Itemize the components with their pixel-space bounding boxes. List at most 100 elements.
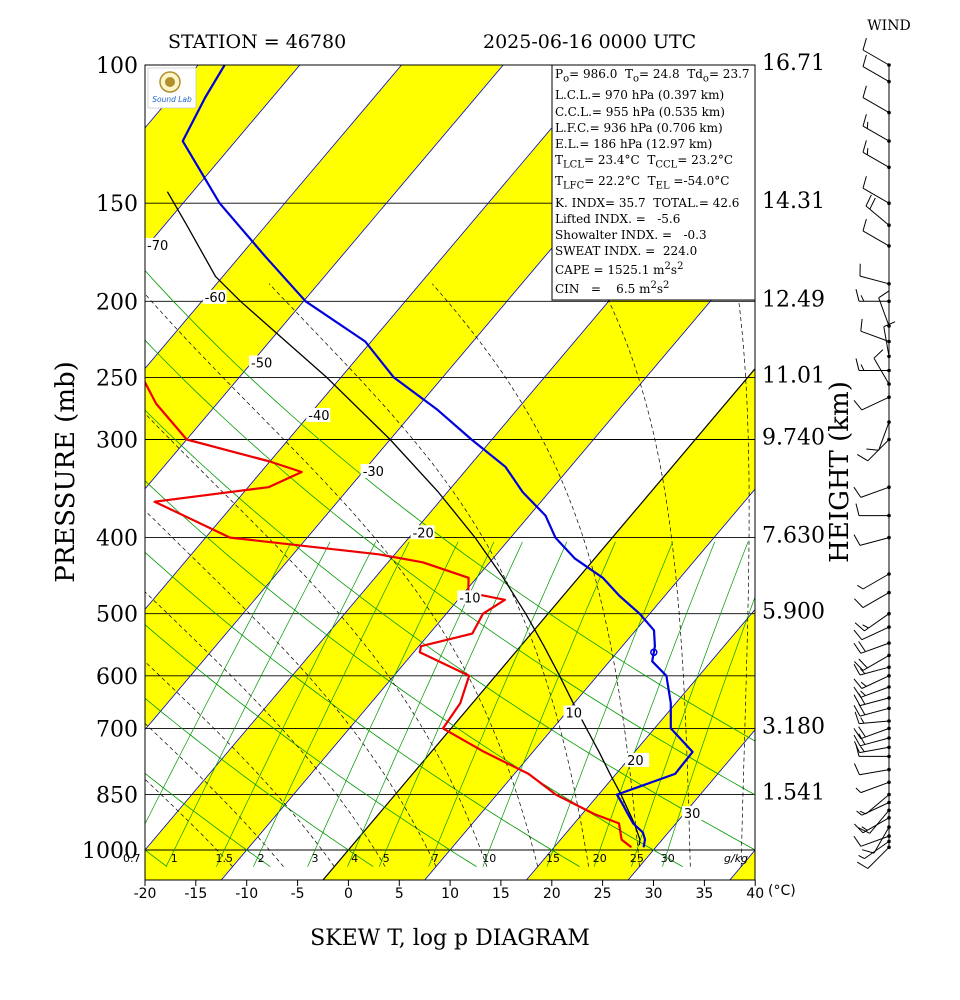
y-axis-label: PRESSURE (mb)	[51, 361, 81, 583]
index-showalter: Showalter INDX. = -0.3	[555, 228, 707, 243]
moist-adiabat	[736, 283, 750, 867]
wind-barb-feather	[853, 629, 863, 641]
mixing-ratio-label: 1.5	[216, 852, 234, 865]
isotherm-label-bg	[563, 705, 588, 720]
dry-adiabat	[145, 551, 580, 867]
mixing-ratio-line	[216, 541, 377, 867]
dry-adiabat	[145, 697, 374, 867]
wind-barb	[855, 744, 891, 759]
wind-barb-shaft	[867, 846, 890, 869]
wind-barb-feather	[853, 399, 863, 411]
wind-barb-shaft	[860, 781, 890, 794]
wind-barb-feather	[866, 121, 869, 129]
wind-barb-feather	[855, 289, 860, 302]
wind-barb-feather	[853, 663, 861, 676]
wind-barb-feather	[853, 728, 862, 739]
isotherm-label: -30	[363, 465, 384, 480]
wind-barb	[855, 503, 891, 518]
wind-barb-feather	[860, 318, 863, 332]
x-tick-label: 30	[645, 886, 663, 902]
isotherm-line	[145, 65, 504, 490]
isotherm-labels: -90 -80 -70 -60 -50 -40 -30 -20 -10 10 20 30	[101, 173, 706, 822]
wind-barb-feather	[873, 349, 884, 359]
wind-barb	[853, 703, 891, 717]
isotherm-label: -80	[101, 173, 122, 188]
wind-barb	[853, 534, 891, 546]
index-qpf: QPF= 57.6 mm	[555, 297, 758, 300]
index-lfc: L.F.C.= 936 hPa (0.706 km)	[555, 120, 723, 135]
moist-adiabat	[145, 510, 437, 867]
wind-barb-shaft	[873, 357, 890, 385]
x-tick-label: 5	[395, 886, 404, 902]
dry-adiabat	[145, 624, 477, 867]
mixing-ratio-label: 30	[661, 852, 675, 865]
moist-adiabat	[145, 591, 386, 867]
wind-barb-feather	[862, 140, 867, 153]
wind-barb-feather	[861, 849, 875, 854]
wind-barb	[853, 674, 891, 689]
wind-barb	[853, 485, 891, 498]
temperature-line	[181, 65, 694, 848]
isotherm-line	[322, 367, 755, 880]
wind-barb-feather	[855, 503, 860, 516]
wind-barb	[853, 641, 891, 654]
mixing-ratio-label: 3	[312, 852, 319, 865]
wind-barb	[862, 37, 891, 67]
x-tick-label: -10	[235, 886, 258, 902]
index-kindx: K. INDX= 35.7 TOTAL.= 42.6	[555, 195, 740, 210]
dry-adiabat	[145, 849, 168, 867]
wind-barb	[853, 726, 891, 740]
wind-barb-shaft	[862, 592, 890, 609]
mixing-ratio-line	[482, 541, 616, 867]
wind-barb	[862, 114, 891, 143]
wind-barb-feather	[856, 810, 863, 816]
moist-adiabat	[145, 413, 488, 867]
isotherm-band	[931, 48, 960, 883]
wind-barb-shaft	[869, 809, 890, 834]
isotherm-line	[424, 488, 755, 880]
wind-barb-feather	[853, 678, 863, 689]
wind-barb-feather	[853, 534, 861, 546]
mixing-ratio-label: 10	[482, 852, 496, 865]
wind-barb-shaft	[878, 297, 890, 327]
logo-text: Sound Lab	[152, 95, 192, 104]
isotherm-label-bg	[457, 590, 482, 605]
index-ccl: C.C.L.= 955 hPa (0.535 km)	[555, 104, 725, 119]
dewpoint-line	[145, 380, 633, 849]
wind-barb-shaft	[862, 654, 890, 671]
wind-barb-feather	[858, 641, 866, 652]
wind-barb-feather	[853, 694, 861, 706]
mixing-ratio-label: 4	[351, 852, 358, 865]
wind-barb-shaft	[859, 537, 890, 546]
wind-barb-shaft	[860, 330, 890, 342]
wind-barb-feather	[854, 661, 864, 671]
wind-barb-shaft	[859, 707, 890, 717]
pressure-label: 400	[96, 527, 138, 552]
pressure-label: 150	[96, 192, 138, 217]
isotherm-label: -10	[459, 591, 480, 606]
wind-barb-feather	[854, 622, 865, 632]
wind-barb-feather	[856, 861, 869, 869]
moist-adiabat	[145, 661, 335, 867]
isotherm-line	[627, 729, 755, 880]
wind-barb-feather	[860, 364, 865, 371]
wind-barb-shaft	[859, 746, 890, 754]
wind-barb	[861, 825, 891, 854]
isotherm-label-bg	[202, 289, 227, 304]
height-label: 5.900	[762, 600, 825, 625]
wind-barb	[855, 358, 891, 373]
index-cin: CIN = 6.5 m2s2	[555, 280, 670, 297]
mixing-ratio-labels: 0.7 1 1.5 2 3 4 5 7 10 15 20 25 30 g/kg	[123, 852, 748, 865]
wind-barb-feather	[854, 598, 864, 608]
wind-barb-shaft	[883, 326, 890, 357]
height-label: 11.01	[762, 363, 825, 388]
wind-barb-feather	[862, 114, 867, 127]
x-tick-label: 15	[492, 886, 510, 902]
wind-barb-shaft	[861, 675, 890, 689]
wind-barb-feather	[859, 810, 867, 815]
wind-barb	[855, 780, 891, 794]
wind-barb	[854, 653, 891, 671]
isotherm-line	[145, 65, 301, 249]
wind-barb	[853, 663, 891, 676]
